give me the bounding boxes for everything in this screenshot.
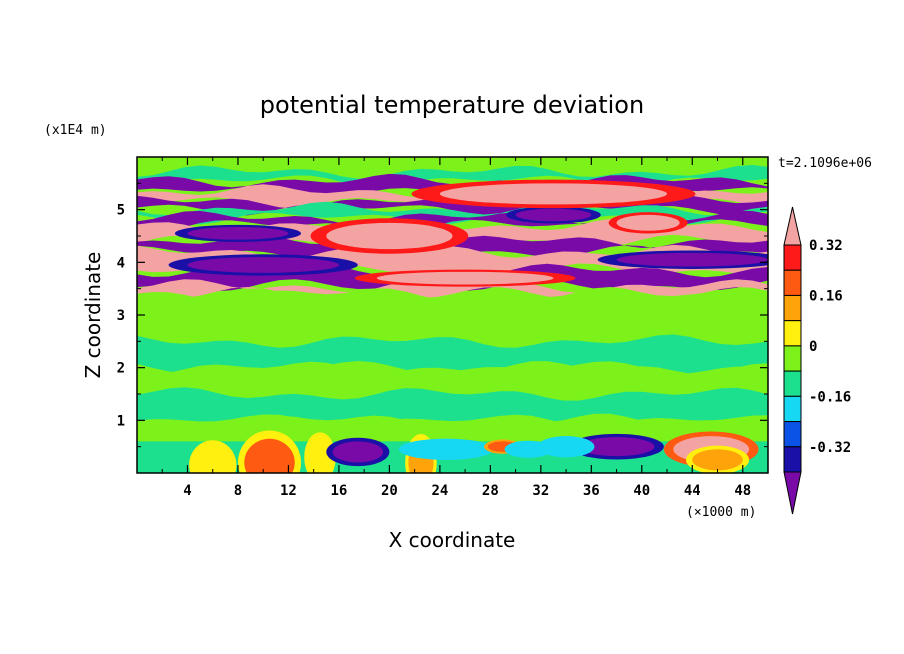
contour-cell xyxy=(616,214,680,231)
x-tick-label: 36 xyxy=(583,483,600,499)
chart-title: potential temperature deviation xyxy=(260,91,644,119)
x-tick-label: 16 xyxy=(330,483,347,499)
x-tick-label: 12 xyxy=(280,483,297,499)
contour-cell xyxy=(332,441,384,463)
colorbar-segment xyxy=(783,320,802,347)
contour-band xyxy=(137,195,768,216)
colorbar-label: -0.32 xyxy=(809,440,851,456)
contour-cell xyxy=(408,441,485,458)
contour-band xyxy=(137,157,768,172)
x-axis-title: X coordinate xyxy=(389,528,516,552)
contour-cell xyxy=(509,442,548,456)
y-tick-label: 4 xyxy=(117,255,125,271)
contour-cell xyxy=(616,252,768,267)
x-tick-label: 40 xyxy=(633,483,650,499)
contour-cell xyxy=(187,227,289,240)
contour-band xyxy=(137,308,768,347)
x-tick-label: 4 xyxy=(183,483,191,499)
contour-band xyxy=(137,413,768,449)
time-label: t=2.1096e+06 xyxy=(778,156,872,171)
x-tick-label: 44 xyxy=(684,483,701,499)
contour-cell xyxy=(244,438,295,473)
colorbar-segment xyxy=(783,395,802,423)
contour-cell xyxy=(578,437,655,457)
y-axis-title: Z coordinate xyxy=(81,252,105,379)
contour-cell xyxy=(326,222,453,250)
contour-band xyxy=(137,287,768,321)
contour-band xyxy=(137,201,768,225)
contour-cell xyxy=(187,257,339,273)
colorbar-bottom-arrow xyxy=(783,471,802,515)
colorbar-segment xyxy=(783,345,802,372)
colorbar-label: 0.32 xyxy=(809,238,843,254)
x-tick-label: 20 xyxy=(381,483,398,499)
y-tick-label: 1 xyxy=(117,413,125,429)
contour-cell xyxy=(515,208,592,222)
contour-cell xyxy=(307,438,333,473)
contour-cell xyxy=(692,449,743,471)
x-axis: 4 8 12 16 20 24 28 32 36 40 44 48 xyxy=(161,157,751,499)
x-tick-label: 24 xyxy=(431,483,448,499)
colorbar-label: 0.16 xyxy=(809,288,843,304)
x-tick-label: 28 xyxy=(482,483,499,499)
contour-cell xyxy=(376,271,554,285)
colorbar-label: 0 xyxy=(809,339,817,355)
colorbar-segment xyxy=(783,244,802,271)
contour-field xyxy=(137,157,768,473)
y-tick-label: 3 xyxy=(117,308,125,324)
colorbar-label: -0.16 xyxy=(809,389,851,405)
y-axis: 1 2 3 4 5 xyxy=(117,182,768,448)
colorbar-segment xyxy=(783,370,802,397)
contour-band xyxy=(137,361,768,401)
colorbar-segment xyxy=(783,421,802,448)
y-tick-label: 5 xyxy=(117,203,125,219)
colorbar-segment xyxy=(783,269,802,296)
x-tick-label: 32 xyxy=(532,483,549,499)
x-unit-label: (×1000 m) xyxy=(686,505,756,520)
x-tick-label: 8 xyxy=(234,483,242,499)
colorbar: 0.32 0.16 0 -0.16 -0.32 xyxy=(783,206,851,515)
colorbar-top-arrow xyxy=(783,206,802,246)
colorbar-segment xyxy=(783,294,802,322)
contour-cell xyxy=(543,438,589,455)
contour-cell xyxy=(439,183,668,205)
contour-cell xyxy=(193,446,232,473)
colorbar-segment xyxy=(783,446,802,473)
x-tick-label: 48 xyxy=(734,483,751,499)
y-tick-label: 2 xyxy=(117,361,125,377)
y-unit-label: (x1E4 m) xyxy=(44,123,107,138)
